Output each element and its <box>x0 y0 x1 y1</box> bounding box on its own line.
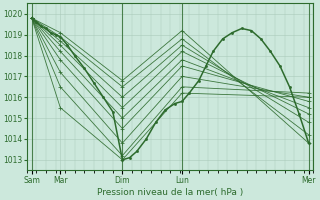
X-axis label: Pression niveau de la mer( hPa ): Pression niveau de la mer( hPa ) <box>97 188 243 197</box>
